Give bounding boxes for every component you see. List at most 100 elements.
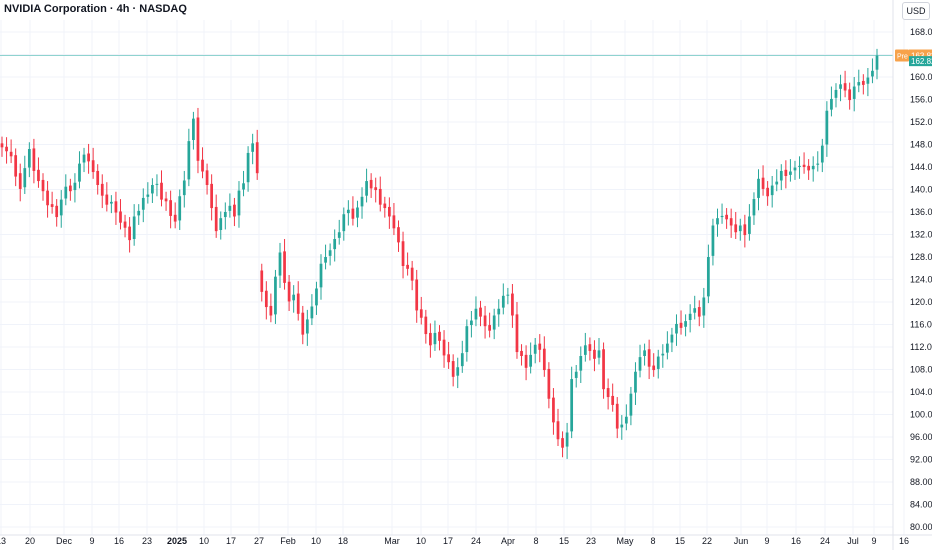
candle-body (615, 403, 619, 429)
candle-body (501, 295, 505, 308)
candle-body (419, 309, 423, 318)
candle-body (397, 227, 400, 243)
candle-body (638, 357, 642, 371)
candle-body (41, 179, 45, 192)
candle-body (460, 353, 464, 367)
candle-body (356, 207, 359, 218)
candle-body (524, 354, 528, 368)
y-tick-label: 100.00 (910, 410, 932, 420)
candle-body (433, 332, 437, 345)
candle-body (716, 218, 719, 225)
y-tick-label: 92.00 (910, 455, 932, 465)
x-tick-label: 10 (199, 536, 209, 546)
candle-body (305, 319, 309, 334)
candle-body (861, 80, 865, 85)
candle-body (315, 288, 318, 306)
candle-body (770, 185, 774, 196)
y-tick-label: 160.00 (910, 72, 932, 82)
candle-body (820, 145, 824, 163)
candle-body (875, 55, 879, 70)
candle-body (333, 239, 337, 250)
candle-body (251, 143, 255, 152)
candle-body (82, 154, 86, 163)
candle-body (511, 293, 514, 316)
candle-body (707, 257, 710, 297)
candle-body (479, 307, 482, 317)
candle-body (852, 86, 856, 99)
candle-body (132, 216, 136, 239)
time-axis[interactable]: 13 20 Dec 9 16 23 2025 10 17 27 Feb 10 18 Mar 10 17 24 Ap… (0, 534, 932, 546)
x-tick-label: 16 (791, 536, 801, 546)
candle-body (182, 180, 186, 196)
candle-body (839, 84, 842, 89)
y-tick-label: 152.00 (910, 117, 932, 127)
candle-body (757, 178, 760, 198)
candle-body (274, 276, 277, 315)
x-tick-label: Dec (56, 536, 73, 546)
pre-price-label: 163.82 (911, 52, 932, 61)
candle-body (761, 177, 765, 189)
y-tick-label: 116.00 (910, 320, 932, 330)
candle-body (32, 148, 36, 171)
candle-body (866, 77, 870, 84)
candle-body (296, 293, 300, 314)
candle-body (192, 118, 195, 140)
y-tick-label: 128.00 (910, 252, 932, 262)
y-tick-label: 136.00 (910, 207, 932, 217)
candle-body (752, 199, 756, 216)
candle-body (474, 308, 478, 320)
x-tick-label: 23 (586, 536, 596, 546)
candle-body (173, 214, 177, 222)
candle-body (565, 432, 569, 447)
candle-body (223, 212, 227, 218)
candle-body (779, 170, 783, 181)
candle-body (542, 348, 546, 371)
candle-body (693, 308, 697, 313)
y-tick-label: 168.00 (910, 27, 932, 37)
y-tick-label: 144.00 (910, 162, 932, 172)
candle-body (547, 368, 551, 399)
candle-body (14, 155, 18, 177)
candle-body (27, 149, 31, 168)
candle-body (483, 315, 487, 327)
candle-body (264, 290, 268, 308)
candle-body (456, 367, 460, 376)
x-tick-label: 17 (443, 536, 453, 546)
candle-body (629, 393, 633, 416)
candle-body (410, 267, 414, 281)
candle-body (196, 117, 200, 161)
last-price-label: 162.82 (911, 57, 932, 66)
candle-body (37, 169, 40, 182)
x-tick-label: 23 (142, 536, 152, 546)
currency-label[interactable]: USD (902, 2, 930, 20)
price-axis[interactable]: 80.00 84.00 88.00 92.00 96.00 100.00 104.00 108… (892, 0, 932, 550)
candle-body (743, 224, 747, 236)
candle-body (415, 279, 419, 311)
candle-body (328, 250, 332, 256)
candle-body (5, 146, 8, 152)
candle-body (734, 224, 738, 233)
grid-lines (0, 20, 905, 535)
candle-body (738, 225, 742, 232)
candle-body (187, 141, 191, 180)
x-tick-label: 16 (114, 536, 124, 546)
candle-body (406, 264, 409, 269)
candle-body (784, 169, 788, 176)
x-tick-label: 8 (533, 536, 538, 546)
x-tick-label: 10 (311, 536, 321, 546)
candle-body (141, 197, 145, 210)
candle-body (337, 232, 341, 238)
candle-body (465, 326, 469, 353)
y-tick-label: 108.00 (910, 365, 932, 375)
candle-body (766, 187, 769, 197)
y-tick-label: 156.00 (910, 95, 932, 105)
x-tick-label: 13 (0, 536, 6, 546)
y-tick-label: 148.00 (910, 140, 932, 150)
candle-body (260, 270, 264, 292)
candle-body (533, 344, 537, 354)
y-tick-label: 140.00 (910, 185, 932, 195)
candle-body (119, 211, 122, 223)
y-tick-label: 132.00 (910, 230, 932, 240)
